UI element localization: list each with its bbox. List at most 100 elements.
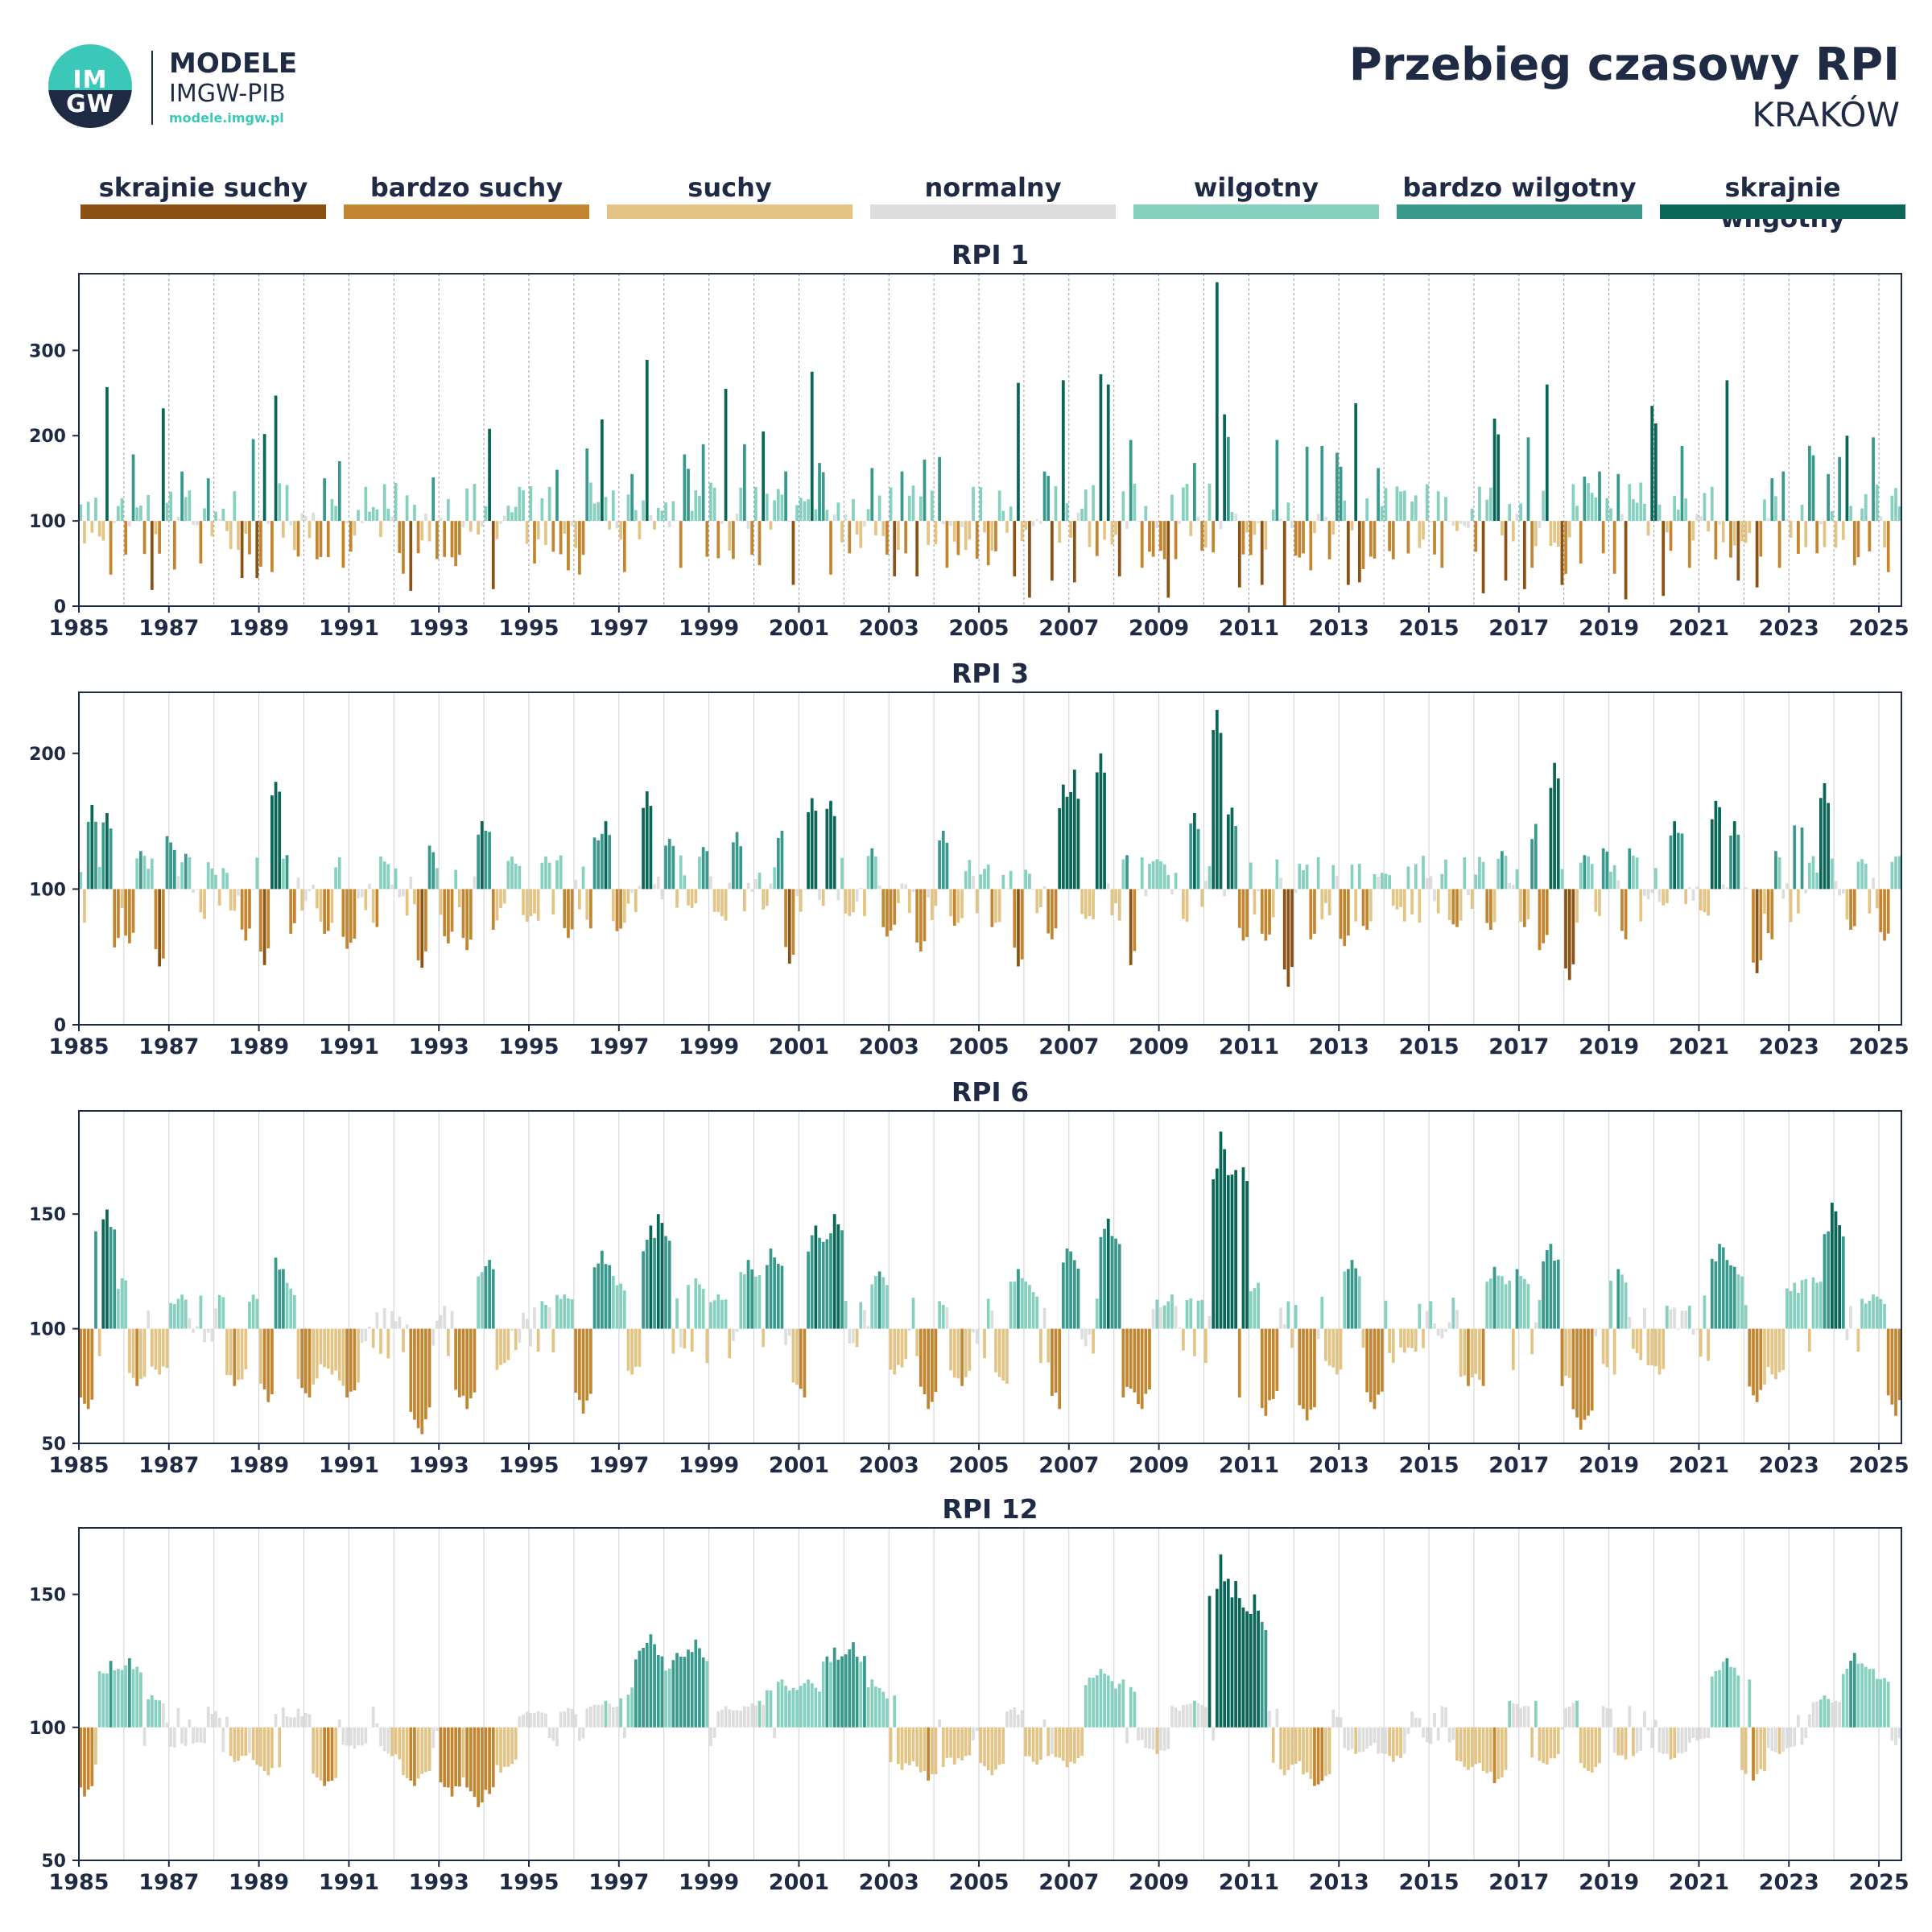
data-bar <box>1166 521 1170 598</box>
x-tick-label: 1993 <box>409 1870 469 1895</box>
data-bar <box>1534 521 1538 547</box>
data-bar <box>1042 1719 1046 1728</box>
data-bar <box>296 1328 300 1380</box>
data-bar <box>495 1727 499 1765</box>
data-bar <box>679 855 683 890</box>
data-bar <box>1849 1306 1852 1329</box>
data-bar <box>1302 1328 1305 1410</box>
data-bar <box>94 1231 97 1329</box>
data-bar <box>1241 1607 1245 1728</box>
data-bar <box>1864 1303 1868 1329</box>
data-bar <box>724 388 728 522</box>
data-bar <box>1781 1328 1785 1370</box>
data-bar <box>799 1328 803 1389</box>
data-bar <box>1519 1276 1523 1329</box>
data-bar <box>1492 1266 1496 1329</box>
data-bar <box>1763 889 1766 914</box>
data-bar <box>1065 1727 1069 1768</box>
x-tick-label: 2015 <box>1398 1870 1459 1895</box>
data-bar <box>1144 506 1148 522</box>
data-bar <box>86 502 90 522</box>
data-bar <box>979 874 983 890</box>
data-bar <box>712 889 716 912</box>
data-bar <box>743 889 746 912</box>
data-bar <box>233 491 237 522</box>
x-tick-label: 2013 <box>1309 1034 1369 1059</box>
data-bar <box>79 504 83 522</box>
data-bar <box>1875 1296 1879 1329</box>
data-bar <box>439 1727 443 1783</box>
data-bar <box>559 1298 563 1329</box>
data-bar <box>206 1707 210 1728</box>
data-bar <box>1556 778 1560 890</box>
data-bar <box>1279 1727 1282 1770</box>
data-bar <box>1388 875 1391 890</box>
data-bar <box>589 889 592 929</box>
data-bar <box>1447 1322 1451 1329</box>
data-bar <box>1744 521 1748 543</box>
data-bar <box>923 459 927 522</box>
data-bar <box>1616 880 1620 890</box>
data-bar <box>1669 1309 1673 1329</box>
data-bar <box>750 1703 754 1728</box>
brand-institute: IMGW-PIB <box>169 80 286 108</box>
data-bar <box>161 408 165 522</box>
data-bar <box>836 1659 840 1728</box>
data-bar <box>1444 1707 1447 1728</box>
data-bar <box>1635 502 1639 522</box>
data-bar <box>1684 1311 1688 1329</box>
data-bar <box>398 889 402 898</box>
data-bar <box>1474 521 1478 552</box>
data-bar <box>1178 521 1182 524</box>
data-bar <box>1781 889 1785 899</box>
imgw-logo-emblem: IM GW <box>48 44 132 128</box>
data-bar <box>1800 827 1804 890</box>
data-bar <box>244 1727 248 1757</box>
data-bar <box>1212 1179 1216 1329</box>
data-bar <box>1174 1306 1178 1329</box>
data-bar <box>1789 889 1793 923</box>
data-bar <box>188 1318 192 1329</box>
data-bar <box>1740 521 1744 542</box>
data-bar <box>109 828 113 890</box>
data-bar <box>1009 1709 1013 1728</box>
data-bar <box>938 840 941 890</box>
data-bar <box>1628 848 1632 890</box>
data-bar <box>1609 871 1612 890</box>
data-bar <box>1657 1328 1662 1375</box>
data-bar <box>1818 1282 1823 1329</box>
data-bar <box>1282 1324 1286 1329</box>
data-bar <box>1354 1268 1358 1329</box>
data-bar <box>769 883 773 890</box>
data-bar <box>1140 1727 1144 1740</box>
data-bar <box>454 1727 458 1787</box>
data-bar <box>990 1310 994 1329</box>
data-bar <box>413 889 416 905</box>
x-tick-label: 2025 <box>1848 1034 1909 1059</box>
legend-label: bardzo wilgotny <box>1402 172 1637 203</box>
data-bar <box>1395 889 1399 910</box>
data-bar <box>1305 1328 1309 1421</box>
data-bar <box>439 518 443 522</box>
data-bar <box>473 876 477 890</box>
data-bar <box>803 501 807 522</box>
data-bar <box>382 1307 386 1329</box>
data-bar <box>1545 384 1549 522</box>
data-bar <box>787 521 791 522</box>
data-bar <box>1583 855 1587 890</box>
data-bar <box>938 1719 941 1728</box>
data-bar <box>608 1265 612 1329</box>
data-bar <box>1279 518 1282 522</box>
data-bar <box>259 1328 262 1384</box>
data-bar <box>142 856 147 890</box>
data-bar <box>142 521 147 555</box>
data-bar <box>656 877 660 890</box>
data-bar <box>994 889 997 923</box>
data-bar <box>877 1687 881 1728</box>
data-bar <box>1459 1727 1463 1762</box>
data-bar <box>653 521 656 530</box>
data-bar <box>199 1295 203 1329</box>
data-bar <box>1609 1708 1612 1728</box>
x-tick-label: 1987 <box>138 616 199 641</box>
data-bar <box>1189 1703 1193 1728</box>
